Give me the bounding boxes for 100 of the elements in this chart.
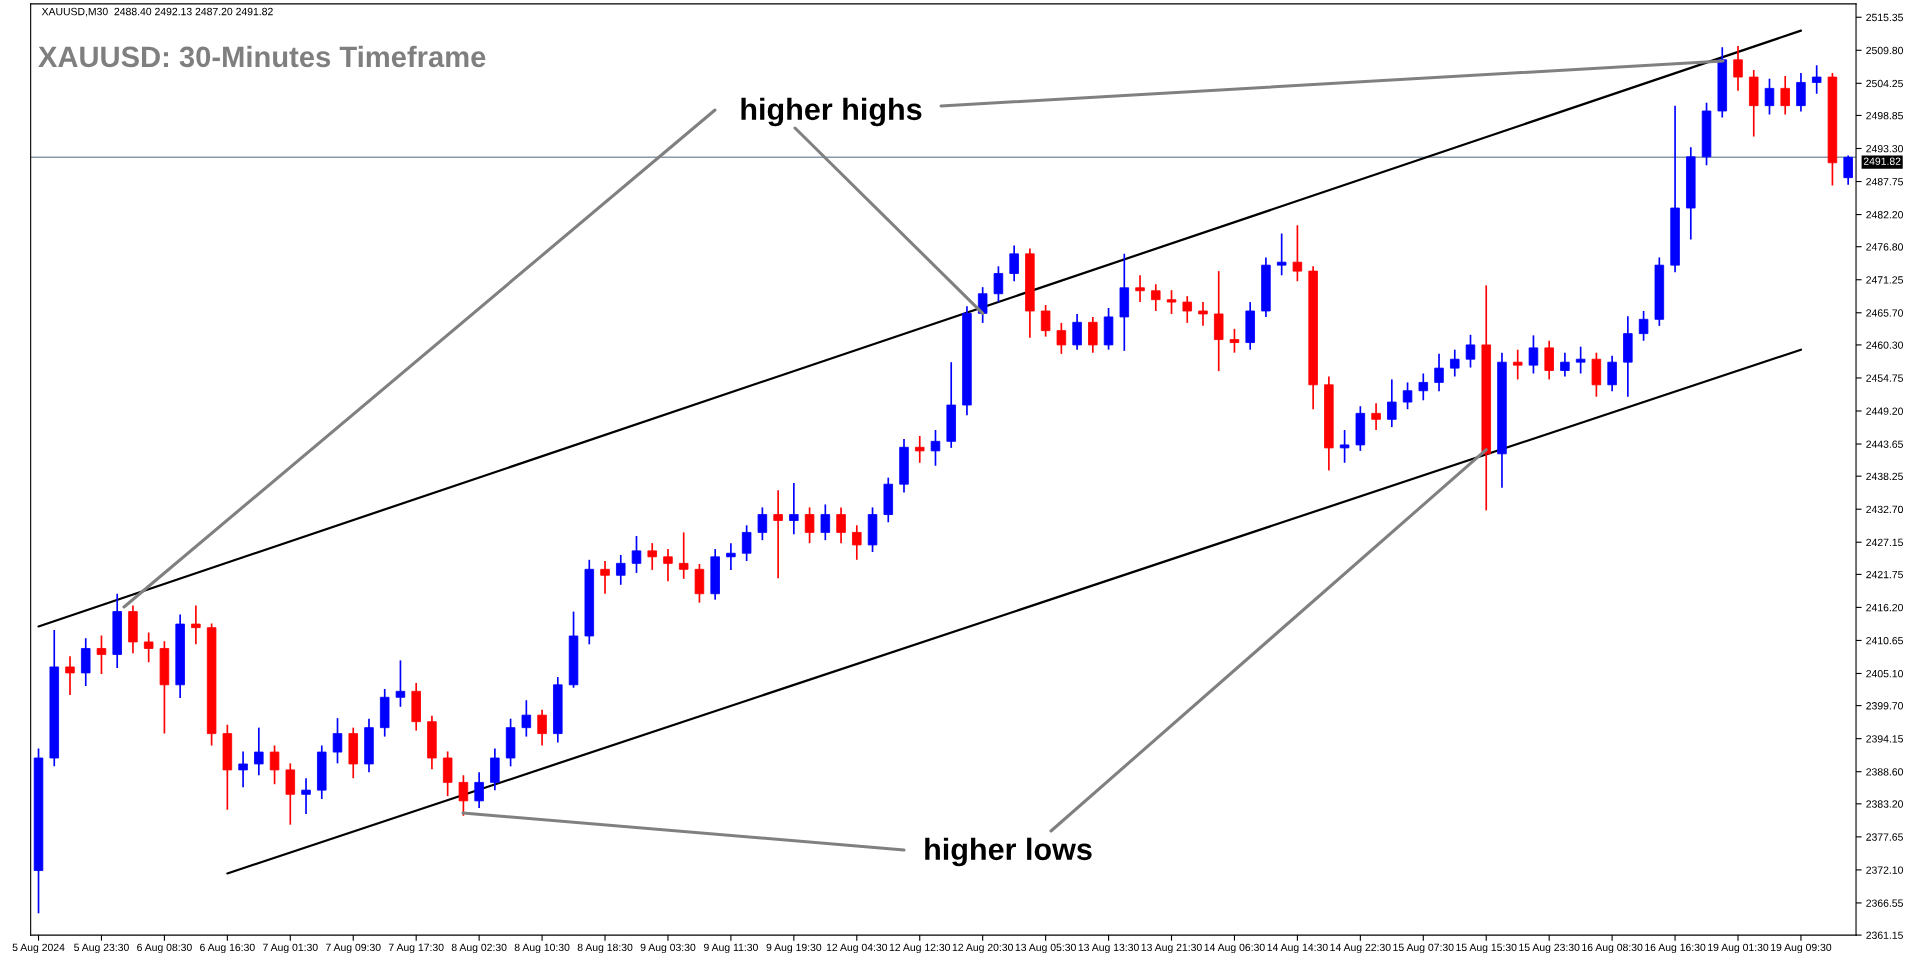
x-tick-label: 8 Aug 18:30 [577, 943, 633, 954]
candlestick [1072, 313, 1082, 351]
candlestick [1544, 339, 1554, 381]
y-tick-label: 2410.65 [1866, 636, 1903, 645]
candlestick [1796, 72, 1806, 113]
candlestick [458, 774, 469, 817]
x-tick-label: 9 Aug 11:30 [703, 943, 758, 954]
y-tick-label: 2377.65 [1866, 833, 1903, 841]
y-tick-label: 2388.60 [1866, 768, 1903, 776]
candlestick [238, 750, 248, 789]
candlestick [1434, 353, 1444, 393]
x-tick-label: 5 Aug 2024 [12, 943, 65, 954]
x-tick-label: 13 Aug 13:30 [1078, 943, 1139, 954]
x-tick-label: 5 Aug 23:30 [74, 943, 129, 954]
x-tick-label: 14 Aug 22:30 [1330, 943, 1391, 954]
candlestick [1764, 78, 1775, 116]
y-tick-label: 2416.20 [1866, 603, 1903, 612]
candlestick [191, 604, 201, 646]
annotation: higher highs [741, 97, 922, 127]
ref-line-label: 2491.82 [1863, 157, 1901, 165]
annotation: higher lows [925, 837, 1092, 867]
candlestick [726, 542, 736, 571]
candlestick [1843, 154, 1853, 186]
y-tick-label: 2432.70 [1866, 505, 1903, 514]
candlestick [1292, 224, 1303, 283]
candlestick [600, 560, 610, 595]
candlestick [663, 548, 673, 583]
x-tick-label: 19 Aug 09:30 [1771, 943, 1832, 954]
x-tick-label: 7 Aug 17:30 [388, 943, 444, 954]
y-tick-label: 2460.30 [1866, 341, 1903, 349]
candlestick [1276, 232, 1287, 277]
x-tick-label: 16 Aug 16:30 [1645, 943, 1706, 954]
annotation: XAUUSD,M30 2488.40 2492.13 2487.20 2491.82 [41, 7, 273, 17]
y-tick-label: 2399.70 [1866, 702, 1903, 710]
x-tick-label: 16 Aug 08:30 [1582, 943, 1643, 954]
x-tick-label: 8 Aug 10:30 [514, 943, 570, 954]
candlestick [678, 531, 689, 580]
x-tick-label: 8 Aug 02:30 [451, 943, 507, 954]
candlestick [65, 655, 75, 696]
candlestick [1371, 402, 1381, 431]
x-tick-label: 12 Aug 04:30 [826, 943, 888, 954]
x-tick-label: 15 Aug 23:30 [1519, 943, 1580, 954]
candlestick [1638, 310, 1649, 342]
x-tick-label: 6 Aug 16:30 [200, 943, 255, 954]
candlestick [1198, 301, 1208, 327]
candlestick [521, 699, 532, 738]
x-tick-label: 6 Aug 08:30 [137, 943, 192, 954]
candlestick [1056, 322, 1067, 355]
y-tick-label: 2443.65 [1866, 440, 1903, 448]
y-tick-label: 2366.55 [1866, 899, 1903, 907]
candlestick [474, 771, 484, 809]
candlestick [269, 744, 280, 786]
candlestick [301, 777, 311, 815]
x-tick-label: 12 Aug 20:30 [952, 943, 1013, 954]
candlestick [1512, 348, 1523, 381]
candlestick [647, 542, 657, 571]
candlestick [1088, 316, 1098, 354]
y-tick-label: 2487.75 [1866, 178, 1903, 186]
candlestick [1135, 274, 1145, 303]
y-tick-label: 2515.35 [1866, 13, 1903, 22]
candlestick [1780, 75, 1790, 116]
candlestick [1450, 348, 1460, 378]
candlestick [1182, 295, 1192, 324]
candlestick [332, 717, 343, 765]
candlestick [1339, 429, 1350, 464]
x-tick-label: 15 Aug 15:30 [1456, 943, 1517, 954]
candlestick [773, 489, 783, 580]
candlestick [1811, 64, 1822, 95]
text: XAUUSD: 30-Minutes Timeframe [38, 45, 486, 68]
y-tick-label: 2361.15 [1866, 931, 1903, 939]
candlestick [757, 506, 768, 541]
candlestick [1418, 372, 1429, 402]
candlestick [1402, 381, 1413, 411]
candlestick [395, 659, 406, 708]
x-tick-label: 14 Aug 14:30 [1267, 943, 1328, 954]
candlestick [616, 554, 626, 586]
y-tick-label: 2493.30 [1866, 145, 1903, 153]
candlestick [631, 535, 642, 574]
y-tick-label: 2465.70 [1866, 309, 1903, 317]
candlestick [1575, 345, 1586, 375]
x-tick-label: 9 Aug 03:30 [640, 943, 696, 954]
candlestick [914, 435, 925, 464]
candlestick [1607, 354, 1617, 393]
y-tick-label: 2427.15 [1866, 538, 1903, 547]
candlestick [836, 506, 846, 544]
candlestick [820, 503, 831, 541]
candlestick [1040, 304, 1051, 338]
y-tick-label: 2509.80 [1866, 46, 1903, 55]
candlestick [993, 265, 1004, 303]
y-tick-label: 2405.10 [1866, 669, 1903, 678]
candlestick [1733, 45, 1743, 92]
y-tick-label: 2504.25 [1866, 79, 1903, 88]
y-tick-label: 2372.10 [1866, 866, 1903, 874]
candlestick [1465, 333, 1476, 369]
x-tick-label: 13 Aug 05:30 [1015, 943, 1076, 954]
candlestick [96, 634, 107, 675]
y-tick-label: 2438.25 [1866, 472, 1903, 481]
y-tick-label: 2454.75 [1866, 374, 1903, 382]
y-tick-label: 2498.85 [1866, 111, 1903, 120]
x-tick-label: 7 Aug 09:30 [325, 943, 381, 954]
